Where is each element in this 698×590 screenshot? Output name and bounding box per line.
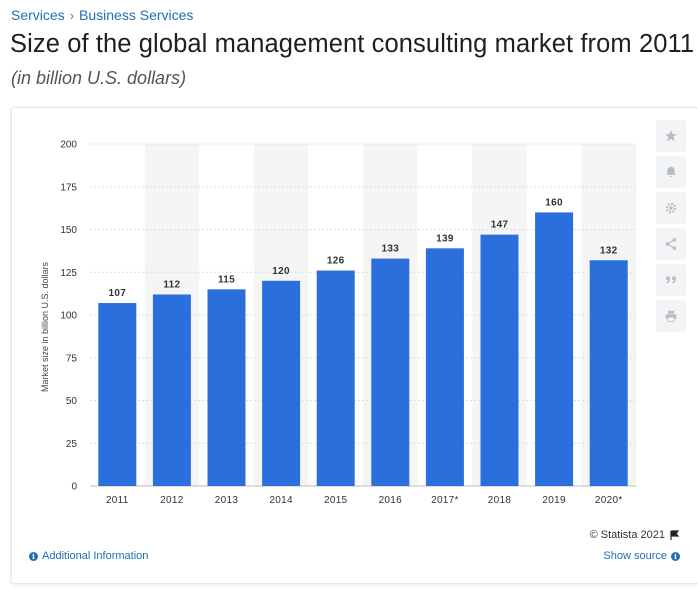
statista-credit: © Statista 2021	[590, 529, 680, 541]
data-label: 147	[491, 220, 509, 231]
x-tick-label: 2015	[324, 495, 348, 506]
y-tick-label: 25	[66, 439, 78, 450]
y-tick-label: 200	[60, 140, 77, 151]
info-icon: i	[671, 551, 680, 561]
y-axis-title: Market size in billion U.S. dollars	[40, 261, 50, 392]
y-tick-label: 100	[60, 311, 77, 322]
breadcrumb: Services › Business Services	[11, 7, 193, 23]
share-button[interactable]	[656, 228, 686, 260]
data-label: 132	[600, 245, 618, 256]
data-label: 160	[545, 197, 563, 208]
favorite-button[interactable]	[656, 120, 686, 152]
bar	[207, 289, 246, 486]
data-label: 120	[272, 266, 290, 277]
print-icon	[665, 310, 677, 322]
breadcrumb-separator: ›	[69, 7, 75, 23]
bar	[98, 303, 137, 486]
show-source-label: Show source	[603, 550, 667, 562]
y-tick-label: 75	[66, 353, 78, 364]
settings-button[interactable]	[656, 192, 686, 224]
share-icon	[665, 238, 677, 250]
x-tick-label: 2011	[106, 495, 129, 506]
x-tick-label: 2019	[542, 495, 566, 506]
credit-text: © Statista 2021	[589, 529, 665, 541]
x-tick-label: 2018	[488, 495, 512, 506]
y-tick-label: 150	[60, 225, 77, 236]
x-tick-label: 2012	[160, 495, 184, 506]
print-button[interactable]	[656, 300, 686, 332]
data-label: 133	[382, 244, 400, 255]
bar	[316, 270, 355, 486]
star-icon	[665, 130, 677, 142]
breadcrumb-item-services[interactable]: Services	[11, 7, 65, 23]
notification-button[interactable]	[656, 156, 686, 188]
bar	[371, 258, 410, 486]
quote-icon	[666, 276, 676, 284]
data-label: 112	[163, 279, 180, 290]
data-label: 115	[218, 274, 235, 285]
x-tick-label: 2016	[379, 495, 403, 506]
bell-icon	[666, 166, 676, 178]
x-tick-label: 2013	[215, 495, 239, 506]
page-subtitle: (in billion U.S. dollars)	[11, 68, 187, 88]
gear-icon	[665, 202, 677, 214]
data-label: 107	[109, 288, 127, 299]
data-label: 126	[327, 256, 345, 267]
breadcrumb-item-business-services[interactable]: Business Services	[79, 7, 194, 23]
bar	[480, 234, 519, 486]
bar	[589, 260, 628, 486]
x-tick-label: 2014	[269, 495, 293, 506]
bar	[262, 280, 301, 486]
show-source-link[interactable]: Show source i	[603, 550, 680, 562]
bar	[535, 212, 574, 486]
bar	[425, 248, 464, 486]
chart-toolbar	[656, 120, 686, 332]
data-label: 139	[436, 233, 454, 244]
bar	[152, 294, 191, 486]
bar-chart: 0 25 50 75 100 125 150 175 200 107 2011 112 2012 115 2…	[40, 140, 636, 506]
y-tick-label: 175	[60, 182, 77, 193]
cite-button[interactable]	[656, 264, 686, 296]
info-icon: i	[29, 551, 38, 561]
y-tick-label: 50	[66, 396, 78, 407]
x-tick-label: 2020*	[595, 495, 623, 506]
additional-information-link[interactable]: i Additional Information	[29, 550, 148, 562]
chart-card: 0 25 50 75 100 125 150 175 200 107 2011 112 2012 115 2…	[11, 107, 698, 584]
page-title: Size of the global management consulting…	[10, 30, 695, 58]
x-tick-label: 2017*	[431, 495, 459, 506]
y-tick-label: 0	[71, 482, 77, 493]
additional-information-label: Additional Information	[42, 550, 149, 562]
y-tick-label: 125	[60, 268, 77, 279]
flag-icon[interactable]	[670, 530, 680, 540]
